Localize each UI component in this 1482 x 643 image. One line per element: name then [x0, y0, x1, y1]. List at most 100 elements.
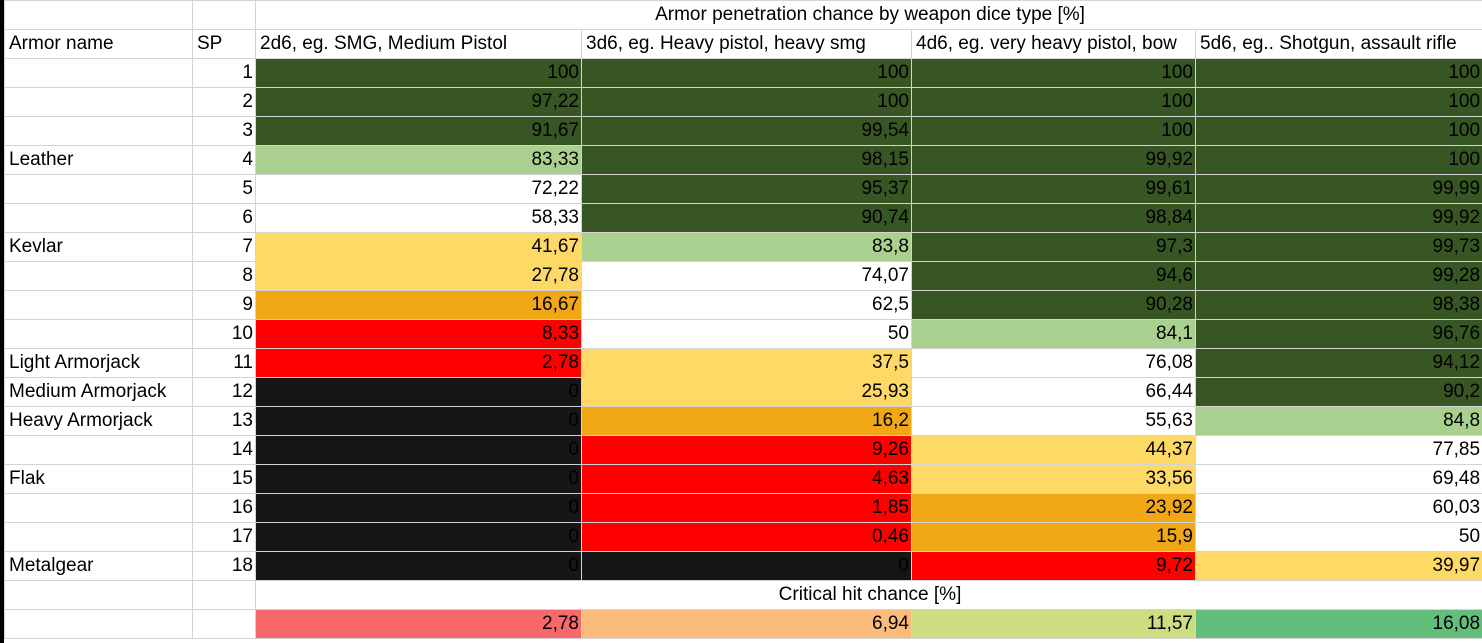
- armor-name-cell[interactable]: [4, 319, 193, 349]
- chance-cell-3d6[interactable]: 83,8: [581, 232, 912, 262]
- armor-name-cell[interactable]: [4, 522, 193, 552]
- chance-cell-5d6[interactable]: 99,92: [1194, 203, 1482, 233]
- chance-cell-2d6[interactable]: 8,33: [255, 319, 582, 349]
- armor-name-cell[interactable]: [4, 174, 193, 204]
- critical-cell-3d6[interactable]: 6,94: [581, 609, 912, 639]
- critical-title[interactable]: Critical hit chance [%]: [254, 580, 1482, 610]
- sp-cell[interactable]: 10: [192, 319, 256, 349]
- chance-cell-4d6[interactable]: 100: [911, 58, 1196, 88]
- chance-cell-3d6[interactable]: 4,63: [581, 464, 912, 494]
- chance-cell-4d6[interactable]: 9,72: [911, 551, 1196, 581]
- critical-cell-5d6[interactable]: 16,08: [1194, 609, 1482, 639]
- critical-cell-4d6[interactable]: 11,57: [911, 609, 1196, 639]
- chance-cell-2d6[interactable]: 0: [255, 493, 582, 523]
- chance-cell-5d6[interactable]: 100: [1194, 58, 1482, 88]
- chance-cell-4d6[interactable]: 94,6: [911, 261, 1196, 291]
- header-armor-name[interactable]: Armor name: [4, 29, 193, 59]
- chance-cell-5d6[interactable]: 77,85: [1194, 435, 1482, 465]
- chance-cell-2d6[interactable]: 97,22: [255, 87, 582, 117]
- sp-cell[interactable]: 8: [192, 261, 256, 291]
- chance-cell-5d6[interactable]: 99,28: [1194, 261, 1482, 291]
- header-3d6[interactable]: 3d6, eg. Heavy pistol, heavy smg: [581, 29, 912, 59]
- chance-cell-3d6[interactable]: 0,46: [581, 522, 912, 552]
- chance-cell-5d6[interactable]: 39,97: [1194, 551, 1482, 581]
- chance-cell-4d6[interactable]: 84,1: [911, 319, 1196, 349]
- chance-cell-5d6[interactable]: 98,38: [1194, 290, 1482, 320]
- sp-cell[interactable]: 12: [192, 377, 256, 407]
- cell-a1[interactable]: [4, 0, 193, 30]
- cell-b1[interactable]: [192, 0, 256, 30]
- sp-cell[interactable]: 5: [192, 174, 256, 204]
- chance-cell-3d6[interactable]: 9,26: [581, 435, 912, 465]
- sp-cell[interactable]: 9: [192, 290, 256, 320]
- empty-cell[interactable]: [4, 609, 193, 639]
- armor-name-cell[interactable]: Flak: [4, 464, 193, 494]
- chance-cell-3d6[interactable]: 25,93: [581, 377, 912, 407]
- chance-cell-5d6[interactable]: 96,76: [1194, 319, 1482, 349]
- armor-name-cell[interactable]: [4, 493, 193, 523]
- chance-cell-2d6[interactable]: 83,33: [255, 145, 582, 175]
- armor-name-cell[interactable]: Heavy Armorjack: [4, 406, 193, 436]
- chance-cell-5d6[interactable]: 69,48: [1194, 464, 1482, 494]
- chance-cell-4d6[interactable]: 98,84: [911, 203, 1196, 233]
- chance-cell-4d6[interactable]: 90,28: [911, 290, 1196, 320]
- chance-cell-4d6[interactable]: 23,92: [911, 493, 1196, 523]
- chance-cell-2d6[interactable]: 0: [255, 522, 582, 552]
- chance-cell-4d6[interactable]: 15,9: [911, 522, 1196, 552]
- chance-cell-2d6[interactable]: 0: [255, 464, 582, 494]
- chance-cell-5d6[interactable]: 99,99: [1194, 174, 1482, 204]
- chance-cell-5d6[interactable]: 50: [1194, 522, 1482, 552]
- chance-cell-4d6[interactable]: 76,08: [911, 348, 1196, 378]
- header-sp[interactable]: SP: [192, 29, 256, 59]
- armor-name-cell[interactable]: [4, 58, 193, 88]
- armor-name-cell[interactable]: [4, 87, 193, 117]
- armor-name-cell[interactable]: [4, 435, 193, 465]
- chance-cell-2d6[interactable]: 0: [255, 406, 582, 436]
- chance-cell-5d6[interactable]: 100: [1194, 87, 1482, 117]
- chance-cell-4d6[interactable]: 44,37: [911, 435, 1196, 465]
- sp-cell[interactable]: 2: [192, 87, 256, 117]
- armor-name-cell[interactable]: [4, 116, 193, 146]
- header-2d6[interactable]: 2d6, eg. SMG, Medium Pistol: [255, 29, 582, 59]
- header-4d6[interactable]: 4d6, eg. very heavy pistol, bow: [911, 29, 1196, 59]
- chance-cell-2d6[interactable]: 58,33: [255, 203, 582, 233]
- chance-cell-3d6[interactable]: 100: [581, 58, 912, 88]
- sp-cell[interactable]: 1: [192, 58, 256, 88]
- chance-cell-2d6[interactable]: 0: [255, 551, 582, 581]
- chance-cell-4d6[interactable]: 99,61: [911, 174, 1196, 204]
- sp-cell[interactable]: 15: [192, 464, 256, 494]
- armor-name-cell[interactable]: [4, 261, 193, 291]
- armor-name-cell[interactable]: Leather: [4, 145, 193, 175]
- sp-cell[interactable]: 3: [192, 116, 256, 146]
- chance-cell-4d6[interactable]: 55,63: [911, 406, 1196, 436]
- chance-cell-4d6[interactable]: 66,44: [911, 377, 1196, 407]
- chance-cell-4d6[interactable]: 100: [911, 116, 1196, 146]
- chance-cell-4d6[interactable]: 99,92: [911, 145, 1196, 175]
- chance-cell-2d6[interactable]: 2,78: [255, 348, 582, 378]
- chance-cell-2d6[interactable]: 91,67: [255, 116, 582, 146]
- chance-cell-5d6[interactable]: 60,03: [1194, 493, 1482, 523]
- chance-cell-3d6[interactable]: 100: [581, 87, 912, 117]
- empty-cell[interactable]: [192, 609, 256, 639]
- chance-cell-5d6[interactable]: 100: [1194, 116, 1482, 146]
- table-title[interactable]: Armor penetration chance by weapon dice …: [254, 0, 1482, 30]
- chance-cell-2d6[interactable]: 41,67: [255, 232, 582, 262]
- sp-cell[interactable]: 11: [192, 348, 256, 378]
- chance-cell-3d6[interactable]: 0: [581, 551, 912, 581]
- chance-cell-2d6[interactable]: 16,67: [255, 290, 582, 320]
- chance-cell-2d6[interactable]: 0: [255, 377, 582, 407]
- sp-cell[interactable]: 7: [192, 232, 256, 262]
- chance-cell-5d6[interactable]: 100: [1194, 145, 1482, 175]
- chance-cell-2d6[interactable]: 27,78: [255, 261, 582, 291]
- chance-cell-3d6[interactable]: 99,54: [581, 116, 912, 146]
- sp-cell[interactable]: 14: [192, 435, 256, 465]
- chance-cell-3d6[interactable]: 98,15: [581, 145, 912, 175]
- chance-cell-2d6[interactable]: 0: [255, 435, 582, 465]
- armor-name-cell[interactable]: [4, 203, 193, 233]
- chance-cell-5d6[interactable]: 90,2: [1194, 377, 1482, 407]
- header-5d6[interactable]: 5d6, eg.. Shotgun, assault rifle: [1194, 29, 1482, 59]
- chance-cell-2d6[interactable]: 100: [255, 58, 582, 88]
- sp-cell[interactable]: 6: [192, 203, 256, 233]
- chance-cell-3d6[interactable]: 95,37: [581, 174, 912, 204]
- chance-cell-4d6[interactable]: 97,3: [911, 232, 1196, 262]
